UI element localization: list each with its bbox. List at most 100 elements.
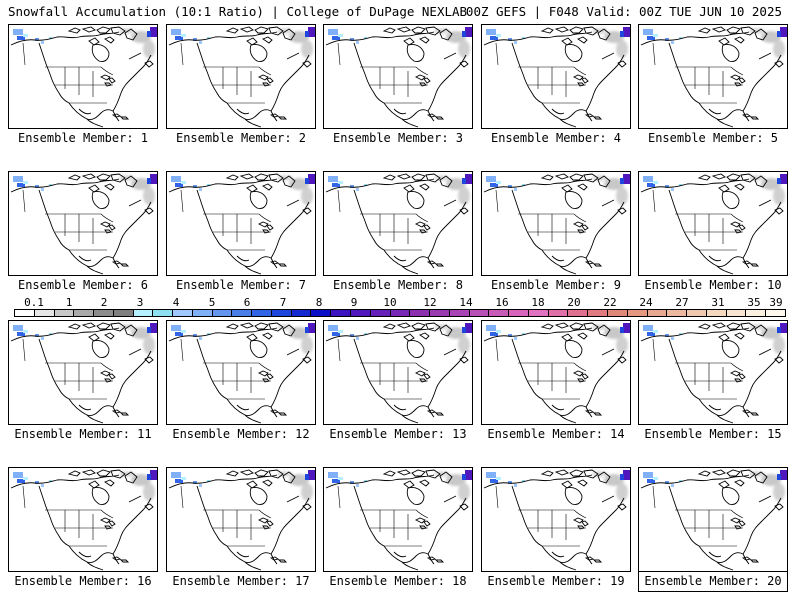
snowfall-map [8,24,158,129]
colorbar-swatch [271,310,292,316]
colorbar-tick-label: 3 [136,296,144,309]
colorbar-swatch [509,310,529,316]
snowfall-map [323,171,473,276]
colorbar-tick-label: 22 [603,296,617,309]
colorbar-tick-label: 18 [531,296,545,309]
colorbar-swatch [252,310,272,316]
colorbar-swatch [54,310,75,316]
ensemble-panel-8: Ensemble Member: 8 [323,171,473,296]
snowfall-map [166,24,316,129]
run-valid-time: 00Z GEFS | F048 Valid: 00Z TUE JUN 10 20… [465,4,782,19]
colorbar-tick-label: 35 [747,296,761,309]
colorbar-swatch [94,310,114,316]
colorbar-swatch [390,310,411,316]
colorbar-swatch [588,310,608,316]
colorbar-tick-label: 4 [172,296,180,309]
ensemble-panel-4: Ensemble Member: 4 [481,24,631,149]
ensemble-member-label: Ensemble Member: 7 [175,278,307,292]
snowfall-map [8,467,158,572]
colorbar-tick-label: 20 [567,296,581,309]
snowfall-map [8,171,158,276]
colorbar-swatches [14,309,786,317]
ensemble-member-label: Ensemble Member: 3 [332,131,464,145]
snowfall-map [638,171,788,276]
ensemble-member-label: Ensemble Member: 5 [647,131,779,145]
colorbar-swatch [311,310,332,316]
ensemble-member-label: Ensemble Member: 9 [490,278,622,292]
snowfall-map [323,24,473,129]
snowfall-map [638,24,788,129]
ensemble-panel-15: Ensemble Member: 15 [638,320,788,445]
colorbar-swatch [351,310,371,316]
ensemble-panel-1: Ensemble Member: 1 [8,24,158,149]
colorbar-swatch [489,310,510,316]
ensemble-panel-9: Ensemble Member: 9 [481,171,631,296]
colorbar-tick-label: 0.1 [24,296,44,309]
colorbar-swatch [528,310,549,316]
snowfall-map [481,24,631,129]
colorbar-tick-label: 14 [459,296,473,309]
colorbar-tick-label: 27 [675,296,689,309]
colorbar-swatch [667,310,688,316]
colorbar-tick-label: 8 [315,296,323,309]
ensemble-panel-10: Ensemble Member: 10 [638,171,788,296]
snowfall-map [481,320,631,425]
ensemble-member-label: Ensemble Member: 6 [17,278,149,292]
colorbar-tick-label: 9 [350,296,358,309]
colorbar-swatch [291,310,312,316]
ensemble-panel-11: Ensemble Member: 11 [8,320,158,445]
snowfall-map [638,467,788,572]
ensemble-member-label: Ensemble Member: 11 [14,427,152,441]
colorbar-swatch [746,310,767,316]
colorbar-swatch [133,310,154,316]
ensemble-member-label: Ensemble Member: 16 [14,574,152,588]
colorbar-tick-label: 2 [100,296,108,309]
colorbar-swatch [568,310,589,316]
colorbar-swatch [232,310,253,316]
snowfall-map [638,320,788,425]
colorbar-swatch [331,310,352,316]
colorbar-labels: 0.1 1 2 3 4 5 6 7 8 9 10 12 14 16 18 20 22 24 27 31 35 39 [14,296,786,309]
colorbar-swatch [113,310,134,316]
colorbar-swatch [766,310,785,316]
colorbar-tick-label: 12 [423,296,437,309]
colorbar-tick-label: 10 [383,296,397,309]
snowfall-map [481,171,631,276]
ensemble-member-label: Ensemble Member: 2 [175,131,307,145]
colorbar-tick-label: 6 [243,296,251,309]
ensemble-panel-12: Ensemble Member: 12 [166,320,316,445]
colorbar-swatch [548,310,569,316]
snowfall-map [323,467,473,572]
colorbar-tick-label: 24 [639,296,653,309]
colorbar-swatch [647,310,668,316]
chart-title: Snowfall Accumulation (10:1 Ratio) | Col… [8,4,468,19]
ensemble-panel-18: Ensemble Member: 18 [323,467,473,592]
ensemble-member-label: Ensemble Member: 12 [172,427,310,441]
colorbar-tick-label: 7 [279,296,287,309]
ensemble-panel-14: Ensemble Member: 14 [481,320,631,445]
colorbar-swatch [153,310,174,316]
colorbar-swatch [34,310,55,316]
colorbar-swatch [212,310,233,316]
ensemble-panel-20: Ensemble Member: 20 [638,467,788,592]
ensemble-member-label: Ensemble Member: 10 [644,278,782,292]
colorbar-swatch [192,310,213,316]
snowfall-map [166,320,316,425]
ensemble-member-label: Ensemble Member: 8 [332,278,464,292]
colorbar-swatch [469,310,490,316]
colorbar-swatch [687,310,707,316]
ensemble-panel-16: Ensemble Member: 16 [8,467,158,592]
ensemble-member-label: Ensemble Member: 18 [329,574,467,588]
colorbar-tick-label: 39 [769,296,783,309]
ensemble-member-label: Ensemble Member: 13 [329,427,467,441]
ensemble-member-label: Ensemble Member: 19 [487,574,625,588]
colorbar-tick-label: 16 [495,296,509,309]
colorbar-tick-label: 1 [65,296,73,309]
colorbar-swatch [74,310,95,316]
colorbar-swatch [607,310,628,316]
ensemble-panel-19: Ensemble Member: 19 [481,467,631,592]
colorbar-legend: 0.1 1 2 3 4 5 6 7 8 9 10 12 14 16 18 20 22 24 27 31 35 39 [14,296,786,318]
ensemble-panel-5: Ensemble Member: 5 [638,24,788,149]
ensemble-member-label: Ensemble Member: 14 [487,427,625,441]
colorbar-tick-label: 5 [208,296,216,309]
